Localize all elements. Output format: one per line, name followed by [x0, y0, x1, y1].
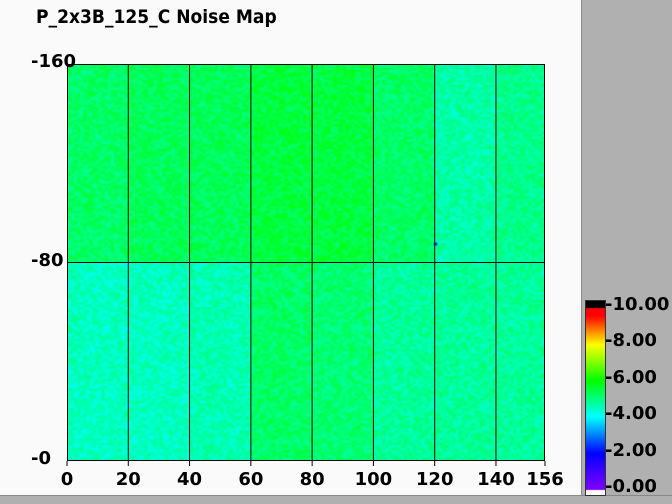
- y-tick-label: -160: [31, 51, 77, 72]
- colorbar-tick-label: -4.00: [605, 403, 657, 425]
- bottom-bar: [0, 495, 672, 504]
- colorbar-tick-label: -0.00: [605, 476, 657, 497]
- x-tick-label: 20: [115, 469, 141, 490]
- x-tick-label: 80: [299, 469, 325, 490]
- x-tick-label: 120: [415, 469, 454, 490]
- x-tick-label: 156: [526, 469, 564, 490]
- chart-title: P_2x3B_125_C Noise Map: [36, 6, 277, 28]
- x-tick-label: 40: [177, 469, 203, 490]
- x-tick-label: 100: [354, 469, 393, 490]
- colorbar-tick-label: -8.00: [605, 330, 657, 352]
- colorbar-tick-label: -10.00: [605, 294, 670, 315]
- x-tick-label: 140: [477, 469, 515, 490]
- colorbar: [585, 300, 606, 496]
- colorbar-tick-label: -6.00: [605, 366, 657, 388]
- colorbar-tick-label: -2.00: [605, 439, 657, 461]
- y-tick-label: -0: [31, 448, 51, 469]
- x-tick-label: 60: [238, 469, 264, 490]
- x-tick-label: 0: [60, 469, 74, 490]
- y-tick-label: -80: [31, 249, 64, 271]
